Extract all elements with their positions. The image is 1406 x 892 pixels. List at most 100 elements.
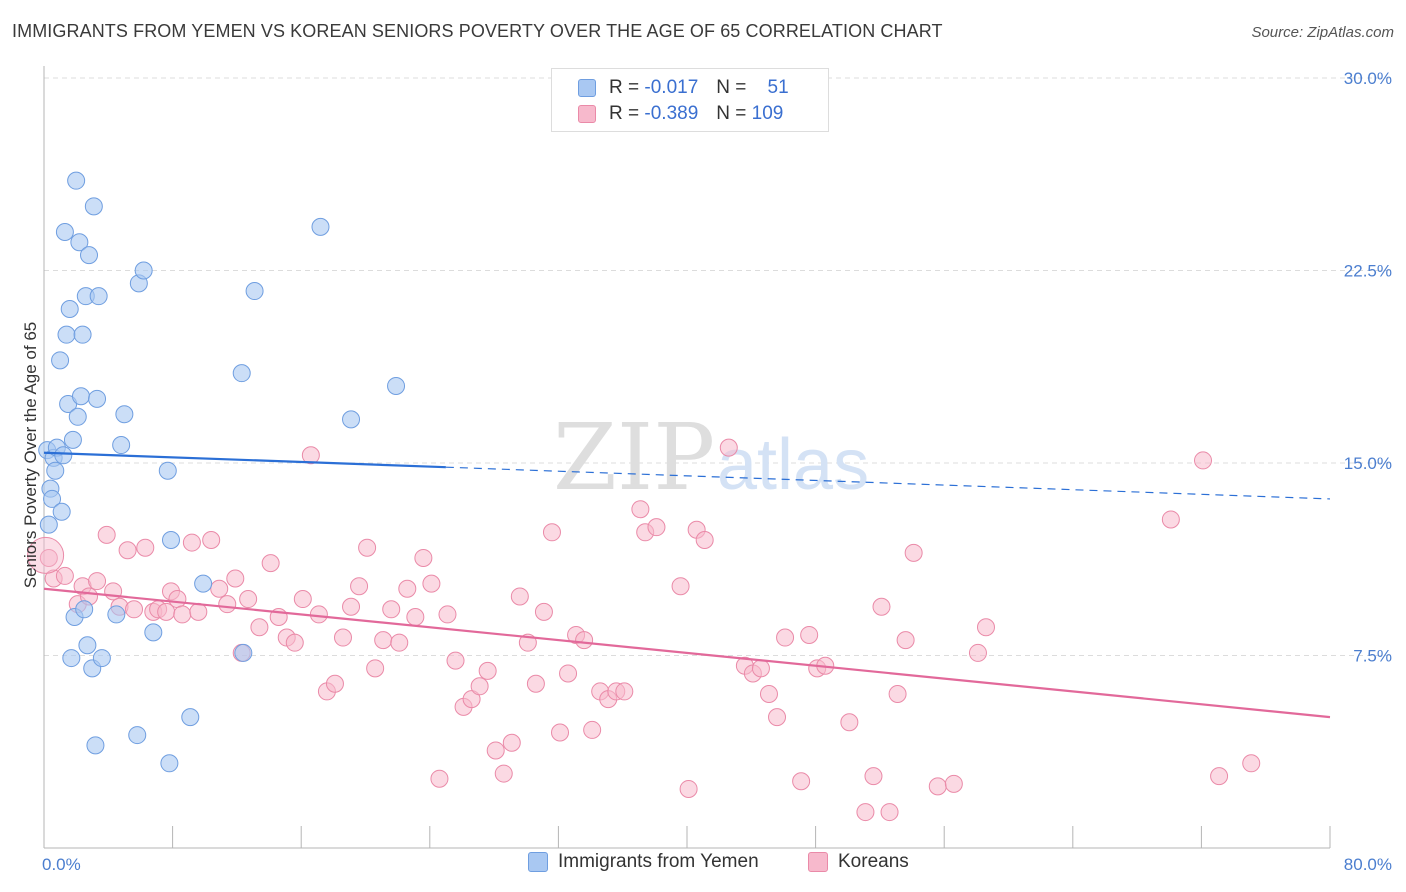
korean-point xyxy=(1210,767,1229,786)
y-tick-label: 15.0% xyxy=(1344,454,1392,473)
legend-n-value: 51 xyxy=(767,77,789,98)
yemen-point xyxy=(245,282,264,301)
korean-point xyxy=(904,543,923,562)
tick-labels: 7.5% 15.0% 22.5% 30.0% 0.0% 80.0% xyxy=(42,69,1392,874)
korean-point xyxy=(261,554,280,573)
korean-point xyxy=(226,569,245,588)
yemen-point xyxy=(68,407,87,426)
yemen-point xyxy=(46,461,65,480)
yemen-point xyxy=(160,754,179,773)
yemen-point xyxy=(62,649,81,668)
korean-point xyxy=(55,566,74,585)
yemen-point xyxy=(86,736,105,755)
watermark-zip: ZIP xyxy=(553,404,715,511)
korean-point xyxy=(759,685,778,703)
korean-point xyxy=(502,733,521,752)
x-tick-label-min: 0.0% xyxy=(42,855,81,874)
korean-point xyxy=(976,618,995,637)
y-tick-label: 22.5% xyxy=(1344,262,1392,281)
korean-point xyxy=(446,651,465,670)
korean-point xyxy=(414,548,433,567)
yemen-point xyxy=(342,410,361,429)
korean-point xyxy=(422,574,441,593)
legend-n-value: 109 xyxy=(751,103,784,124)
korean-point xyxy=(944,774,963,793)
korean-point xyxy=(800,625,819,644)
korean-point xyxy=(631,500,650,519)
korean-point xyxy=(551,723,570,742)
korean-trend-line xyxy=(43,587,1331,719)
korean-point xyxy=(888,685,907,703)
yemen-point xyxy=(67,171,86,190)
korean-point xyxy=(325,674,344,693)
y-tick-label: 30.0% xyxy=(1344,69,1392,88)
yemen-point xyxy=(52,502,71,521)
korean-point xyxy=(342,597,361,616)
yemen-trend-line xyxy=(43,451,446,469)
korean-point xyxy=(462,690,481,709)
korean-point xyxy=(97,525,116,544)
korean-point xyxy=(751,659,770,678)
korean-point xyxy=(856,803,875,822)
korean-point xyxy=(285,633,304,652)
chart-source: Source: ZipAtlas.com xyxy=(1251,24,1394,41)
bottom-legend-label-koreans: Koreans xyxy=(838,851,909,872)
korean-point xyxy=(358,538,377,557)
korean-point xyxy=(792,772,811,791)
korean-point xyxy=(864,767,883,786)
korean-point xyxy=(39,548,58,567)
legend-swatch-koreans xyxy=(578,105,596,123)
yemen-point xyxy=(158,461,177,480)
yemen-point xyxy=(128,726,147,745)
yemen-point xyxy=(80,246,99,265)
korean-point xyxy=(301,446,320,465)
yemen-point xyxy=(39,515,58,534)
yemen-point xyxy=(134,261,153,280)
yemen-point xyxy=(115,405,134,424)
korean-point xyxy=(679,779,698,798)
korean-point xyxy=(534,602,553,621)
yemen-point xyxy=(84,197,103,216)
korean-point xyxy=(776,628,795,647)
yemen-point xyxy=(55,223,74,241)
korean-point xyxy=(239,590,258,609)
yemen-point xyxy=(75,600,94,619)
yemen-point xyxy=(54,446,73,465)
legend-swatch-yemen xyxy=(578,79,596,97)
korean-point xyxy=(1242,754,1261,773)
korean-point xyxy=(382,600,401,619)
korean-point xyxy=(438,605,457,624)
korean-point xyxy=(671,577,690,596)
yemen-point xyxy=(92,649,111,668)
yemen-point xyxy=(89,287,108,306)
korean-point xyxy=(575,631,594,650)
korean-point xyxy=(719,438,738,457)
korean-point xyxy=(510,587,529,606)
yemen-point xyxy=(311,217,330,236)
korean-point xyxy=(1161,510,1180,529)
yemen-point xyxy=(107,605,126,624)
korean-point xyxy=(88,572,107,591)
legend-r-value: -0.017 xyxy=(644,77,699,98)
korean-point xyxy=(880,803,899,822)
chart-title: IMMIGRANTS FROM YEMEN VS KOREAN SENIORS … xyxy=(12,21,943,41)
korean-point xyxy=(486,741,505,760)
korean-point xyxy=(189,602,208,621)
legend-row-koreans: R = -0.389 N = 109 xyxy=(578,102,783,126)
legend-row-yemen: R = -0.017 N = 51 xyxy=(578,76,789,100)
bottom-legend-yemen: Immigrants from Yemen xyxy=(528,851,759,873)
korean-point xyxy=(406,608,425,626)
korean-point xyxy=(366,659,385,678)
korean-point xyxy=(309,605,328,624)
korean-point xyxy=(182,533,201,552)
bottom-legend-swatch-koreans xyxy=(808,852,828,872)
korean-point xyxy=(350,577,369,596)
yemen-point xyxy=(194,574,213,593)
legend-n-label: N = xyxy=(716,77,747,98)
korean-point xyxy=(390,633,409,652)
korean-point xyxy=(293,590,312,609)
korean-point xyxy=(136,538,155,557)
yemen-point xyxy=(234,643,253,662)
korean-point xyxy=(398,579,417,598)
